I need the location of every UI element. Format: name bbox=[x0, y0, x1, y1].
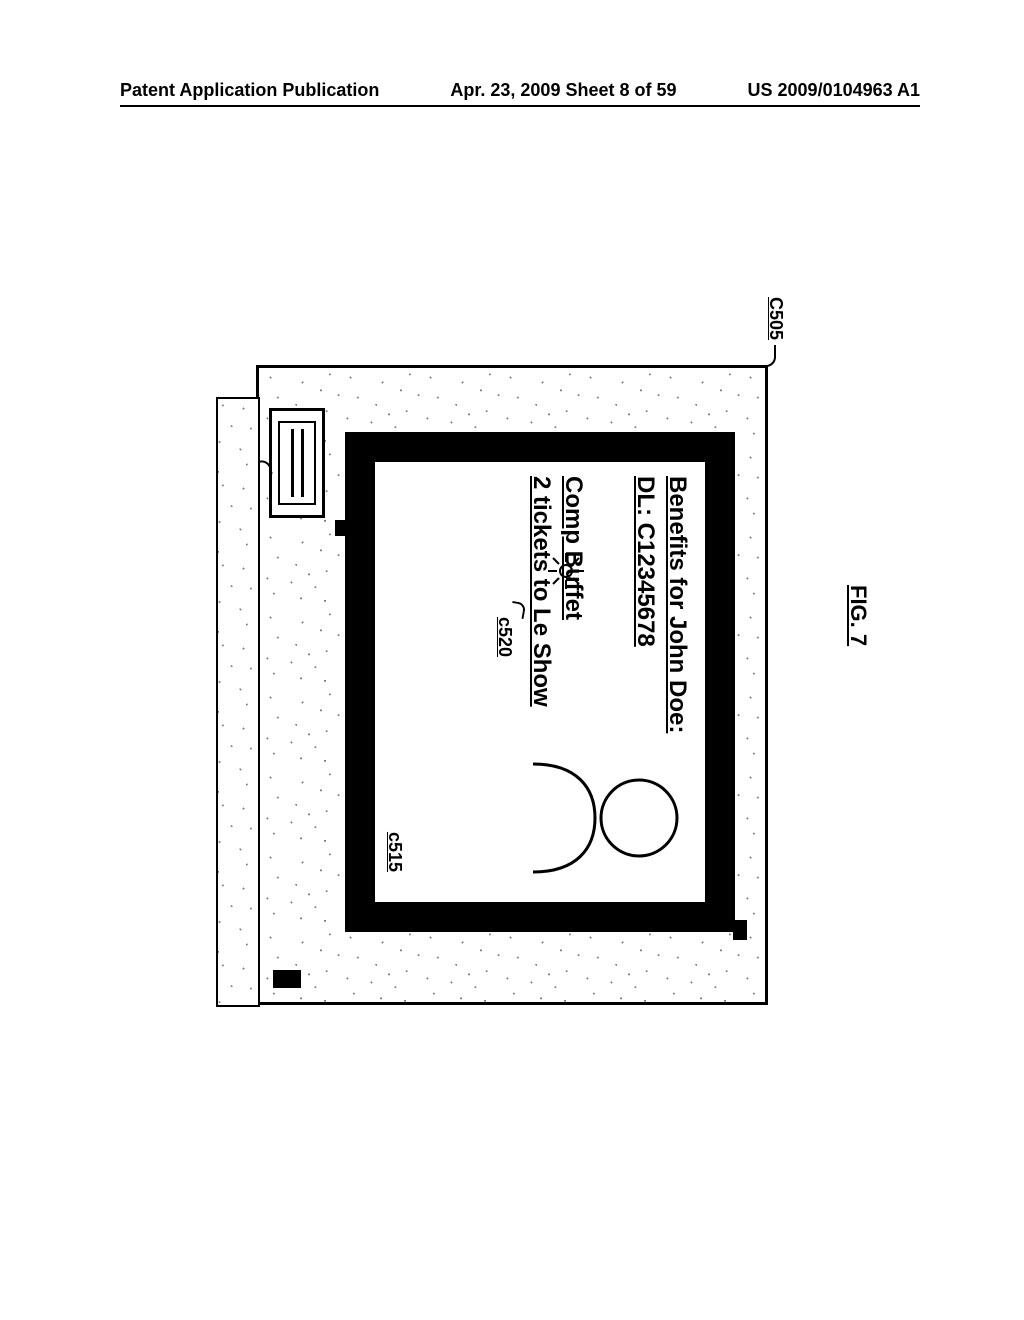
header-right: US 2009/0104963 A1 bbox=[748, 80, 920, 101]
screen-line-tickets: 2 tickets to Le Show bbox=[527, 476, 555, 707]
screen-line-comp: Comp Buffet bbox=[559, 476, 587, 620]
page-header: Patent Application Publication Apr. 23, … bbox=[120, 80, 920, 101]
ref-label-c520: c520 bbox=[494, 617, 515, 657]
header-center: Apr. 23, 2009 Sheet 8 of 59 bbox=[450, 80, 676, 101]
bezel-tab bbox=[335, 520, 347, 536]
screen-line-dl: DL: C12345678 bbox=[631, 476, 659, 647]
screen-bezel: Benefits for John Doe: DL: C12345678 Com… bbox=[345, 432, 735, 932]
kiosk-base bbox=[216, 397, 260, 1007]
indicator-icon bbox=[273, 970, 301, 988]
kiosk-device: Benefits for John Doe: DL: C12345678 Com… bbox=[256, 365, 768, 1005]
figure-caption: FIG. 7 bbox=[845, 585, 871, 646]
ref-label-c505: C505 bbox=[765, 297, 786, 340]
card-reader-slot bbox=[269, 408, 325, 518]
page: Patent Application Publication Apr. 23, … bbox=[0, 0, 1024, 1320]
ref-label-c515: c515 bbox=[384, 832, 405, 872]
figure-7: FIG. 7 C505 Benefits for John Doe: DL: C… bbox=[136, 355, 836, 915]
bezel-tab bbox=[733, 920, 747, 940]
header-left: Patent Application Publication bbox=[120, 80, 379, 101]
ref-leader-c505 bbox=[760, 345, 776, 367]
screen: Benefits for John Doe: DL: C12345678 Com… bbox=[375, 462, 705, 902]
header-rule bbox=[120, 105, 920, 107]
avatar-icon bbox=[533, 758, 683, 878]
screen-line-benefits: Benefits for John Doe: bbox=[663, 476, 691, 733]
card-reader-inner bbox=[278, 421, 316, 505]
